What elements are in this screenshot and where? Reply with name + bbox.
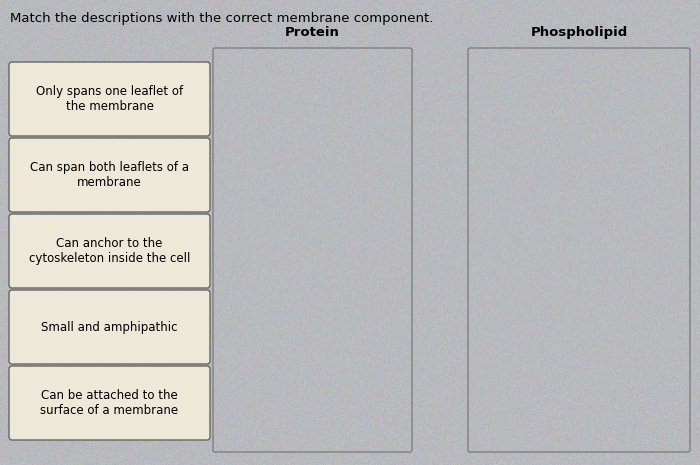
FancyBboxPatch shape — [9, 290, 210, 364]
FancyBboxPatch shape — [9, 214, 210, 288]
Text: Can span both leaflets of a
membrane: Can span both leaflets of a membrane — [30, 161, 189, 189]
Text: Protein: Protein — [285, 27, 340, 40]
FancyBboxPatch shape — [9, 138, 210, 212]
Text: Match the descriptions with the correct membrane component.: Match the descriptions with the correct … — [10, 12, 433, 25]
Text: Can be attached to the
surface of a membrane: Can be attached to the surface of a memb… — [41, 389, 178, 417]
FancyBboxPatch shape — [9, 366, 210, 440]
Text: Phospholipid: Phospholipid — [531, 27, 628, 40]
FancyBboxPatch shape — [9, 62, 210, 136]
Text: Can anchor to the
cytoskeleton inside the cell: Can anchor to the cytoskeleton inside th… — [29, 237, 190, 265]
Text: Small and amphipathic: Small and amphipathic — [41, 320, 178, 333]
Text: Only spans one leaflet of
the membrane: Only spans one leaflet of the membrane — [36, 85, 183, 113]
